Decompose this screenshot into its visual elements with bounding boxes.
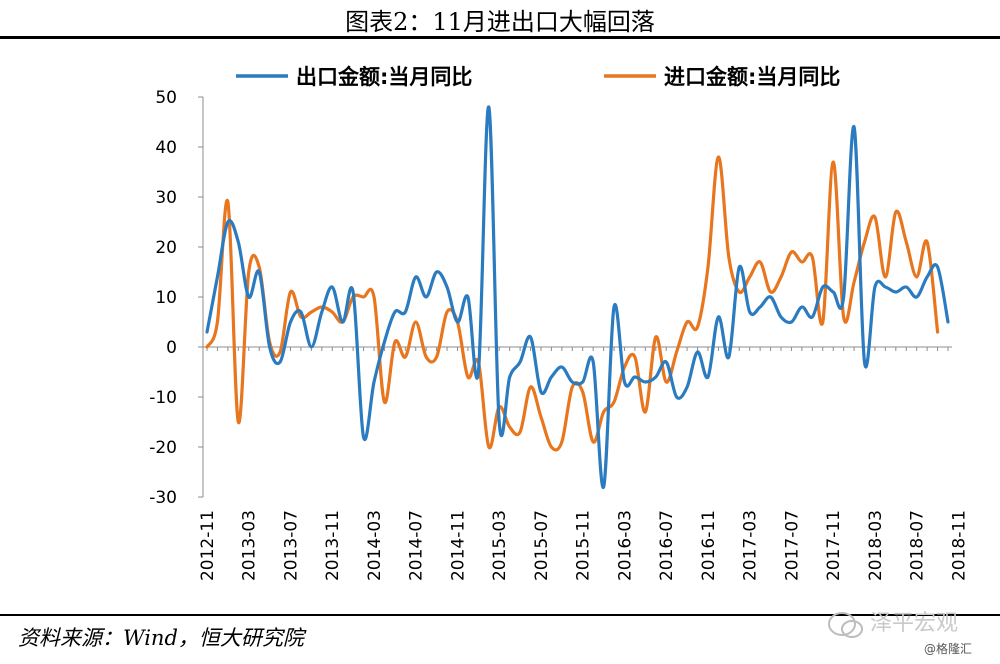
x-tick-label: 2013-03 [240,510,260,581]
x-tick-label: 2017-03 [741,510,761,581]
y-tick-label: 40 [155,138,177,158]
source-rule [0,614,1000,616]
axes: 50 40 30 20 10 0 -10 -20 -30 2012-11 2013-03 2013-0… [149,88,969,581]
series-lines [205,105,950,489]
x-tick-label: 2017-11 [824,510,844,581]
legend-label: 进口金额:当月同比 [664,65,840,89]
y-tick-label: 0 [166,338,177,358]
title-rule [0,36,1000,39]
source-note: 资料来源：Wind，恒大研究院 [18,626,304,650]
x-tick-label: 2016-07 [657,510,677,581]
y-tick-label: -10 [149,388,177,408]
x-tick-label: 2018-11 [949,510,969,581]
x-tick-label: 2015-03 [490,510,510,581]
legend-label: 出口金额:当月同比 [296,65,472,89]
x-tick-label: 2012-11 [198,510,218,581]
y-tick-label: -30 [149,488,177,508]
x-tick-label: 2016-11 [699,510,719,581]
x-tick-label: 2013-11 [323,510,343,581]
legend: 出口金额:当月同比 进口金额:当月同比 [236,65,840,89]
x-tick-label: 2018-07 [908,510,928,581]
x-tick-label: 2015-07 [532,510,552,581]
x-tick-label: 2013-07 [281,510,301,581]
series-line-export [205,105,950,489]
x-tick-label: 2014-07 [407,510,427,581]
y-tick-label: 30 [155,188,177,208]
x-tick-label: 2017-07 [782,510,802,581]
line-chart: 50 40 30 20 10 0 -10 -20 -30 2012-11 2013-03 2013-0… [149,65,969,581]
x-tick-label: 2018-03 [866,510,886,581]
x-tick-label: 2014-03 [365,510,385,581]
x-tick-label: 2016-03 [615,510,635,581]
x-tick-label: 2015-11 [574,510,594,581]
watermark-name: 泽平宏观 [870,611,959,636]
watermark-sub: @格隆汇 [924,642,973,656]
x-tick-label: 2014-11 [448,510,468,581]
y-tick-label: 10 [155,288,177,308]
series-line-import [205,155,940,452]
y-tick-label: -20 [149,438,177,458]
wechat-icon [828,612,863,638]
y-tick-label: 20 [155,238,177,258]
chart-title: 图表2：11月进出口大幅回落 [345,8,655,36]
y-tick-label: 50 [155,88,177,108]
